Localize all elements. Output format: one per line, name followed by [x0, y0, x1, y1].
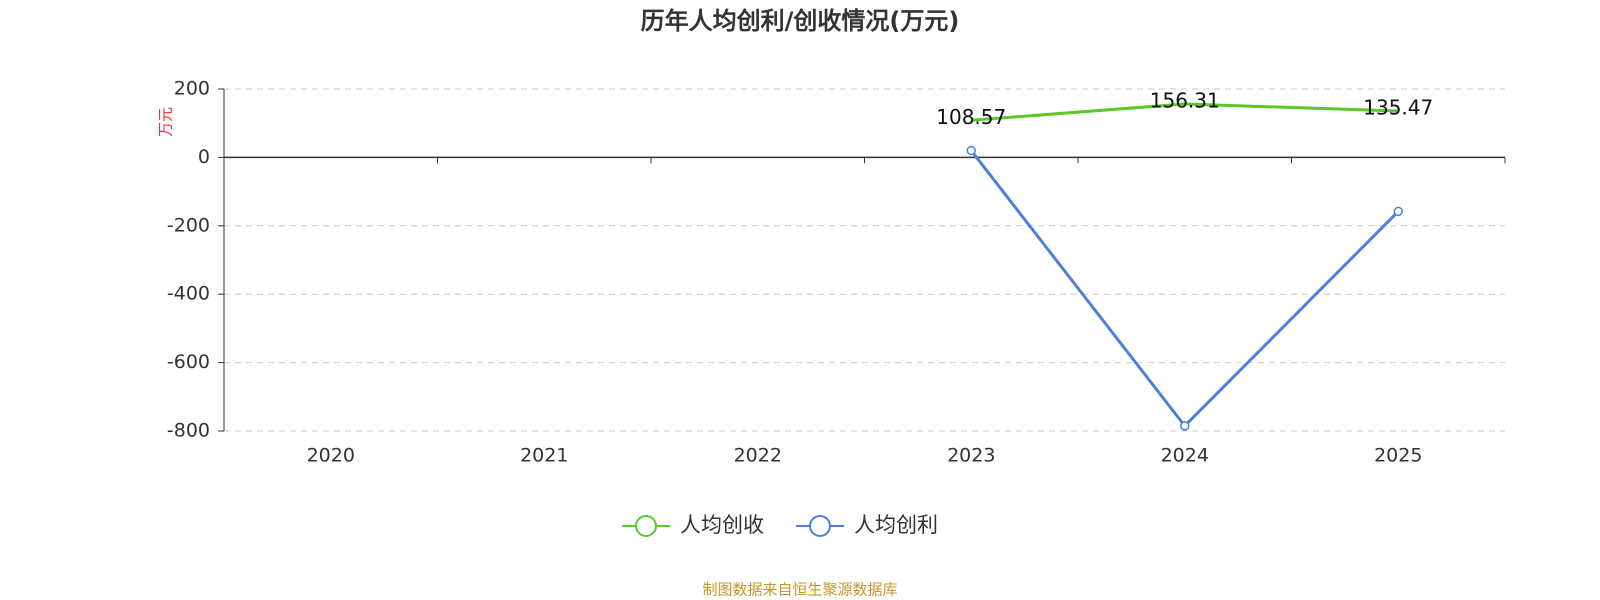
point-marker [1180, 421, 1190, 431]
x-tick-label: 2022 [734, 445, 782, 467]
series-line [971, 102, 1399, 122]
x-tick-label: 2023 [947, 445, 995, 467]
y-axis-label: 万元 [157, 107, 175, 137]
point-marker [1393, 206, 1403, 217]
x-tick-label: 2021 [520, 445, 568, 467]
chart-title: 历年人均创利/创收情况(万元) [641, 7, 960, 35]
data-label: 135.47 [1363, 96, 1433, 120]
point-marker [966, 145, 976, 156]
y-tick-label: 0 [198, 146, 210, 168]
data-label: 108.57 [936, 105, 1006, 129]
y-tick-label: -400 [167, 283, 210, 305]
legend-marker [809, 515, 831, 537]
source-note: 制图数据来自恒生聚源数据库 [702, 581, 897, 599]
y-tick-label: -800 [167, 420, 210, 442]
y-tick-label: -600 [167, 351, 210, 373]
legend-marker [635, 515, 657, 537]
data-label: 156.31 [1150, 88, 1220, 112]
x-tick-label: 2024 [1161, 445, 1209, 467]
series-line [970, 149, 1400, 429]
x-tick-label: 2025 [1374, 445, 1422, 467]
legend-label: 人均创收 [680, 513, 764, 537]
y-tick-label: 200 [174, 78, 210, 100]
legend-label: 人均创利 [854, 513, 938, 537]
y-tick-label: -200 [167, 214, 210, 236]
x-tick-label: 2020 [307, 445, 355, 467]
